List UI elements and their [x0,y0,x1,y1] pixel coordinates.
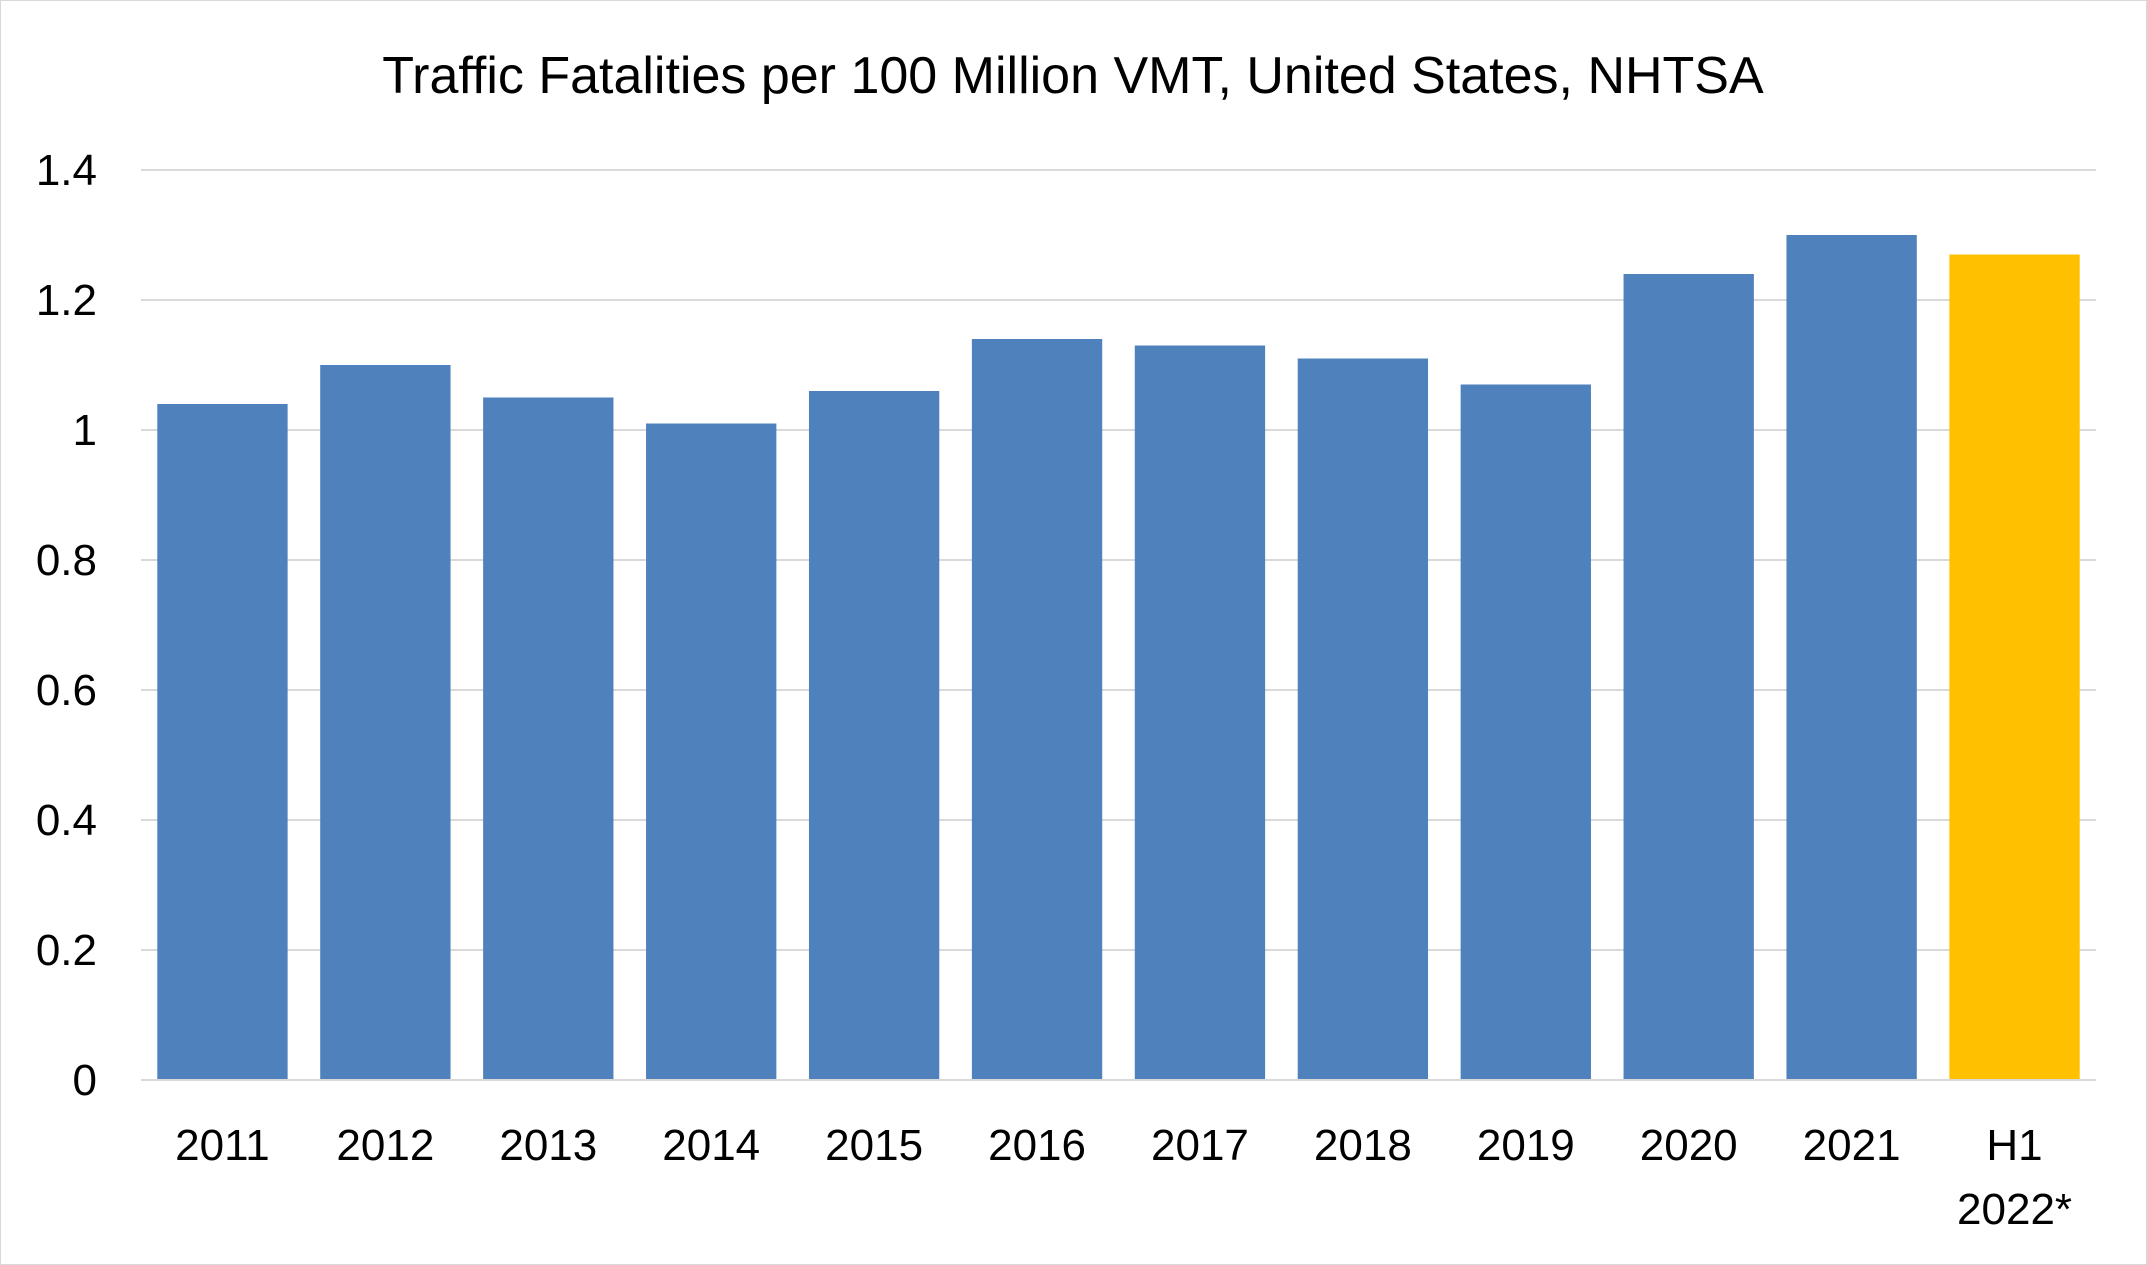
x-tick-label: 2018 [1314,1121,1412,1170]
x-tick-label: 2013 [499,1121,597,1170]
x-tick-label: 2020 [1640,1121,1738,1170]
bar-2011 [157,404,288,1080]
x-tick-label: 2015 [825,1121,923,1170]
y-tick-label: 1.2 [36,276,97,325]
y-tick-label: 0.6 [36,666,97,715]
x-tick-label: 2021 [1803,1121,1901,1170]
x-tick-label: 2016 [988,1121,1086,1170]
y-tick-label: 1 [73,406,97,455]
bar-2017 [1134,345,1266,1080]
y-tick-label: 0.4 [36,796,97,845]
chart-title: Traffic Fatalities per 100 Million VMT, … [382,47,1764,105]
bar-2012 [320,365,451,1080]
x-tick-label: 2017 [1151,1121,1249,1170]
bar-2014 [646,423,777,1080]
x-tick-label: H1 2022* [1957,1121,2072,1234]
bar-2020 [1623,274,1754,1080]
bars [157,235,2080,1080]
y-tick-label: 1.4 [36,146,97,195]
bar-2015 [808,391,940,1080]
bar-2016 [971,339,1103,1080]
bar-2013 [483,397,614,1080]
x-tick-label: 2012 [336,1121,434,1170]
x-tick-label: 2014 [662,1121,760,1170]
x-tick-label: 2019 [1477,1121,1575,1170]
x-tick-label: 2011 [175,1121,270,1170]
y-tick-label: 0.2 [36,926,97,975]
bar-2018 [1297,358,1429,1080]
y-axis-tick-labels: 0 0.2 0.4 0.6 0.8 1 1.2 1.4 [36,146,97,1105]
bar-2021 [1786,235,1917,1080]
x-axis-tick-labels: 2011 2012 2013 2014 2015 2016 2017 2018 2019 2020… [175,1121,2072,1234]
gridlines [141,169,2096,951]
y-tick-label: 0 [73,1056,97,1105]
bar-h1-2022 [1949,254,2080,1080]
bar-2019 [1460,384,1591,1080]
y-tick-label: 0.8 [36,536,97,585]
